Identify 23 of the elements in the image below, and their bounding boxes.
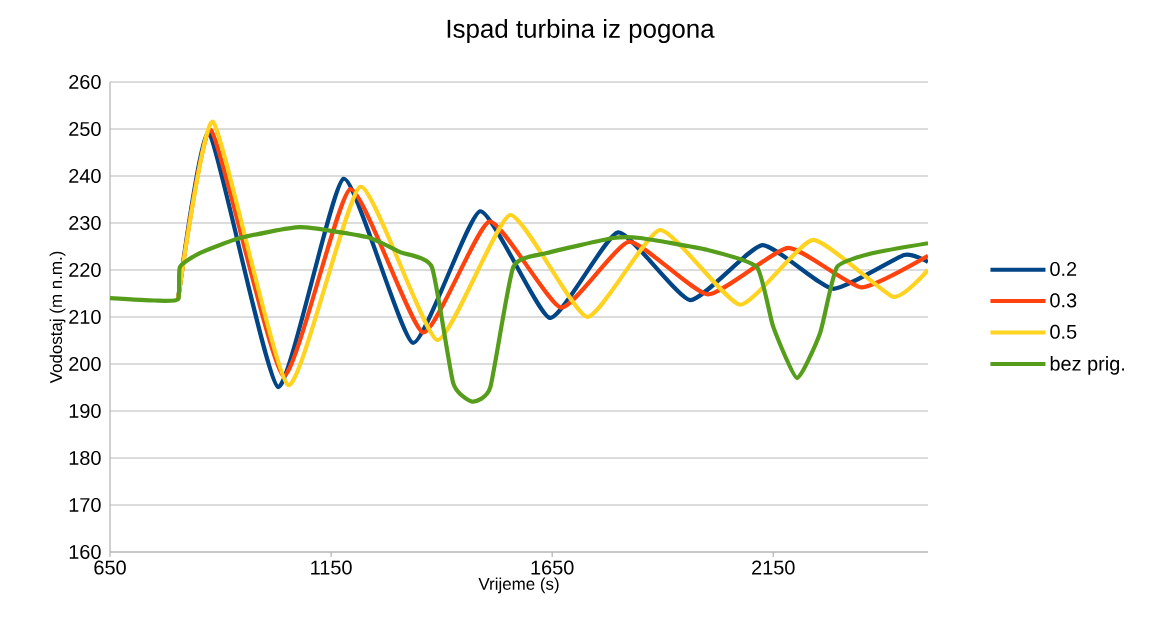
y-tick-label: 210	[69, 309, 101, 325]
legend-label: 0.2	[1050, 261, 1077, 277]
legend-label: 0.5	[1050, 324, 1077, 339]
y-tick-label: 160	[69, 544, 101, 560]
chart-title: Ispad turbina iz pogona	[447, 18, 715, 44]
legend-label: bez prig.	[1050, 356, 1125, 375]
y-axis-title: Vodostaj (m n.m.)	[49, 251, 66, 384]
line-series	[110, 225, 929, 404]
x-tick-label: 650	[94, 560, 126, 575]
x-tick-label: 1650	[531, 560, 574, 575]
y-tick-label: 250	[69, 121, 101, 137]
x-axis-title: Vrijeme (s)	[478, 577, 559, 594]
y-tick-label: 200	[69, 356, 101, 372]
y-tick-label: 170	[69, 497, 101, 513]
x-tick-label: 2150	[752, 560, 795, 575]
y-tick-label: 190	[69, 403, 101, 419]
y-tick-label: 230	[69, 215, 101, 231]
y-tick-label: 220	[69, 262, 101, 278]
legend-label: 0.3	[1050, 293, 1077, 308]
y-tick-label: 260	[69, 74, 101, 90]
y-tick-label: 240	[69, 168, 101, 184]
x-tick-label: 1150	[311, 560, 352, 575]
y-tick-label: 180	[69, 450, 101, 466]
